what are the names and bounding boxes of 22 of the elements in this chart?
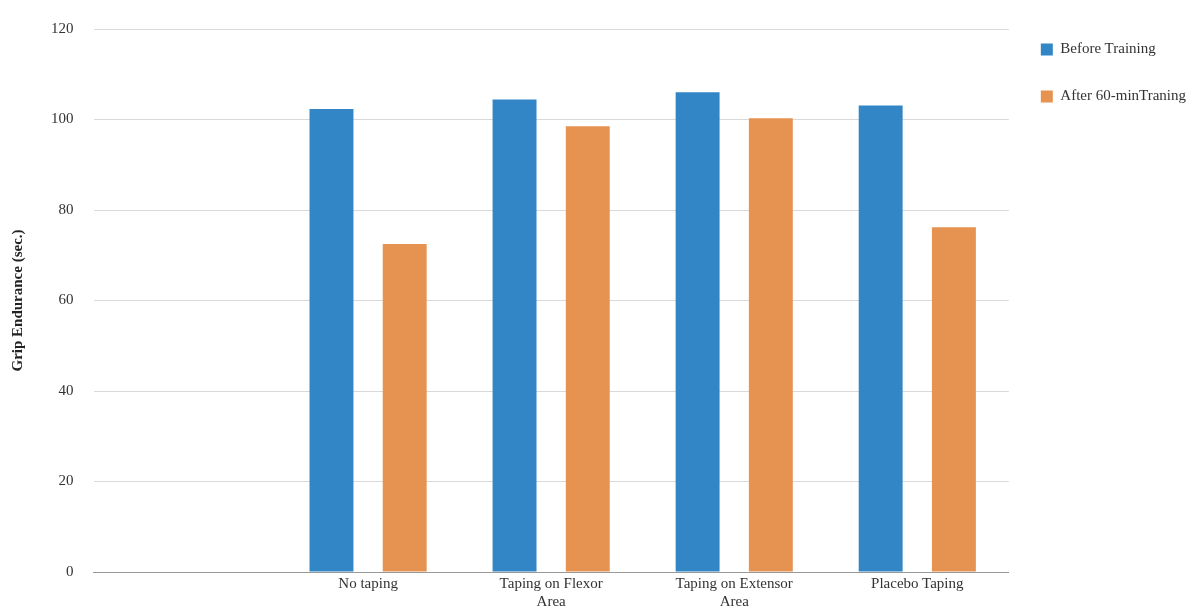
bar — [748, 118, 793, 572]
y-tick-label: 60 — [58, 291, 74, 308]
x-tick-label: No taping — [338, 574, 399, 591]
legend-label: After 60-minTraning — [1060, 87, 1187, 104]
y-tick-label: 80 — [58, 200, 74, 217]
bar — [309, 109, 354, 572]
bar — [858, 105, 903, 572]
x-tick-label: Taping on Flexor Area — [499, 574, 603, 609]
bar — [931, 227, 976, 572]
y-tick-label: 0 — [66, 562, 74, 579]
y-tick-label: 100 — [51, 110, 74, 127]
bar — [492, 99, 537, 572]
bar — [382, 243, 427, 572]
y-tick-label: 20 — [58, 472, 74, 489]
y-tick-label: 40 — [58, 381, 74, 398]
y-axis-title: Grip Endurance (sec.) — [8, 229, 26, 372]
legend-label: Before Training — [1060, 40, 1157, 57]
x-tick-label: Placebo Taping — [871, 574, 964, 591]
bar — [675, 92, 720, 572]
bar — [565, 126, 610, 572]
x-tick-label: Taping on Extensor Area — [675, 574, 793, 609]
y-tick-label: 120 — [51, 19, 74, 36]
